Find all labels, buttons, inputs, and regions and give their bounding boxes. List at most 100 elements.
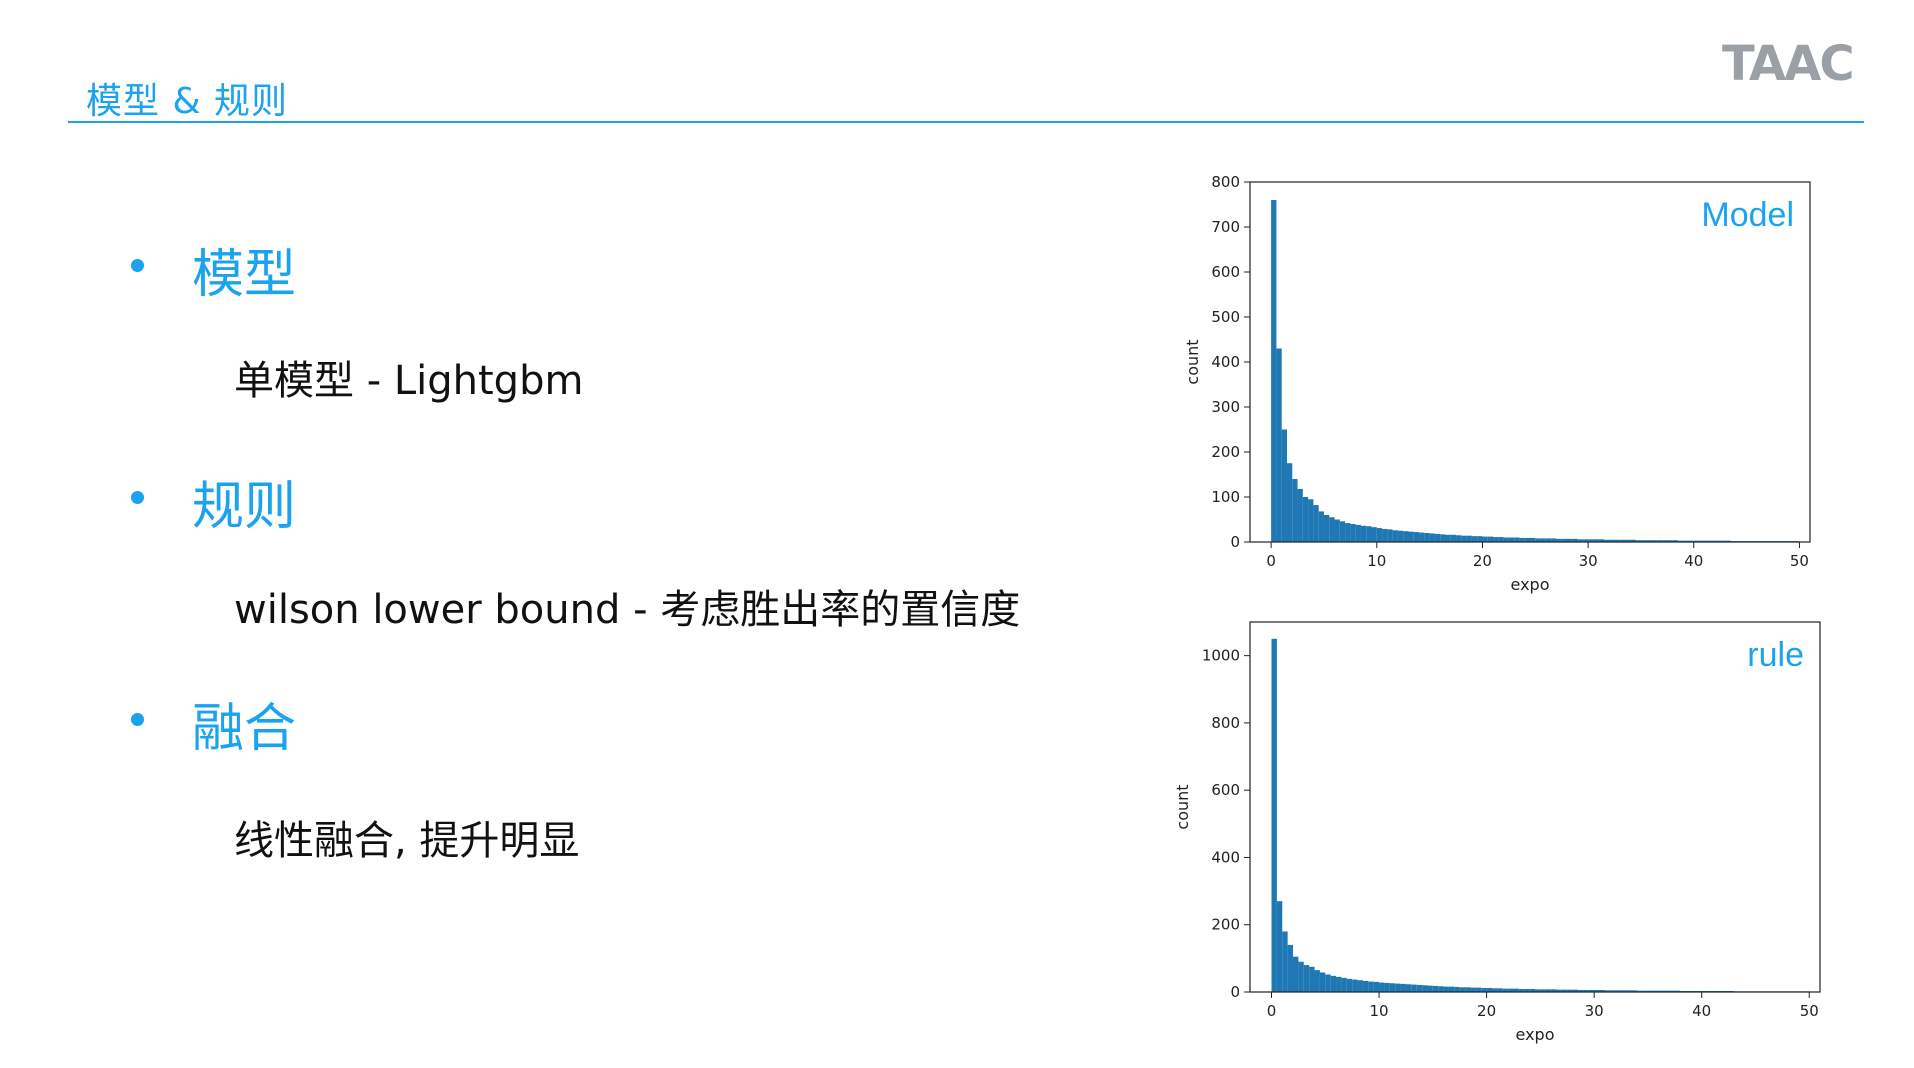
- y-tick-label: 500: [1211, 308, 1240, 326]
- histogram-bar: [1345, 523, 1351, 542]
- histogram-bar: [1429, 533, 1435, 542]
- histogram-bar: [1615, 990, 1622, 992]
- histogram-bar: [1302, 497, 1309, 542]
- histogram-bar: [1413, 532, 1420, 542]
- histogram-bar: [1598, 539, 1604, 542]
- histogram-bar: [1450, 534, 1457, 542]
- histogram-bar: [1545, 538, 1552, 542]
- histogram-bar: [1271, 638, 1277, 992]
- histogram-bar: [1646, 540, 1652, 542]
- histogram-bar: [1577, 539, 1583, 542]
- y-tick-label: 800: [1211, 173, 1240, 191]
- histogram-rule: 0 200 400 600 800 1000 0 10 20 30 40 50 expo count rul…: [1170, 610, 1830, 1044]
- histogram-bar: [1341, 977, 1347, 992]
- histogram-bar: [1493, 537, 1499, 542]
- histogram-bar: [1604, 990, 1611, 992]
- histogram-bar: [1470, 987, 1476, 992]
- histogram-bar: [1371, 527, 1377, 542]
- histogram-bar: [1334, 519, 1340, 542]
- histogram-bar: [1683, 540, 1689, 542]
- histogram-bar: [1524, 537, 1530, 542]
- bullet-dot-model: [131, 259, 144, 272]
- y-axis-label: count: [1173, 784, 1192, 829]
- histogram-bar: [1405, 984, 1412, 992]
- histogram-bar: [1281, 429, 1287, 542]
- histogram-bar: [1642, 990, 1648, 992]
- histogram-bar: [1503, 537, 1509, 542]
- histogram-bar: [1466, 535, 1472, 542]
- histogram-bar: [1448, 986, 1455, 992]
- histogram-bar: [1424, 533, 1430, 542]
- histogram-bar: [1368, 981, 1374, 992]
- histogram-bar: [1688, 540, 1694, 542]
- histogram-bar: [1662, 540, 1668, 542]
- histogram-bar: [1572, 538, 1578, 542]
- histogram-bar: [1653, 990, 1659, 992]
- histogram-bar: [1325, 974, 1331, 992]
- histogram-bar: [1593, 539, 1599, 542]
- chart-tag: Model: [1701, 196, 1794, 234]
- histogram-bar: [1498, 537, 1504, 542]
- histogram-bar: [1319, 972, 1326, 992]
- histogram-bar: [1508, 988, 1514, 992]
- histogram-bar: [1674, 990, 1681, 992]
- y-axis-label: count: [1183, 339, 1202, 384]
- histogram-bar: [1481, 987, 1487, 992]
- histogram-bar: [1355, 524, 1361, 542]
- histogram-bar: [1330, 975, 1337, 992]
- histogram-bar: [1535, 989, 1541, 992]
- histogram-bar: [1630, 539, 1636, 542]
- histogram-bar: [1540, 989, 1546, 992]
- histogram-bar: [1336, 976, 1342, 992]
- histogram-bar: [1513, 988, 1519, 992]
- histogram-bar: [1400, 983, 1406, 992]
- histogram-bar: [1276, 348, 1282, 542]
- histogram-bar: [1487, 536, 1494, 542]
- histogram-bar: [1303, 965, 1310, 992]
- y-tick-label: 600: [1211, 781, 1240, 799]
- histogram-bar: [1664, 990, 1670, 992]
- histogram-bar: [1350, 524, 1356, 542]
- histogram-bar: [1519, 537, 1525, 542]
- histogram-bar: [1389, 983, 1396, 992]
- histogram-model-svg: 0 100 200 300 400 500 600 700 800 0 10 20 30 40 50 expo…: [1183, 173, 1811, 594]
- bullet-detail-rule: wilson lower bound - 考虑胜出率的置信度: [234, 587, 1021, 633]
- histogram-bar: [1408, 531, 1414, 542]
- x-tick-label: 50: [1790, 552, 1809, 570]
- histogram-bar: [1416, 984, 1423, 992]
- histogram-bar: [1411, 984, 1417, 992]
- histogram-bar: [1465, 987, 1471, 992]
- x-tick-label: 0: [1267, 1002, 1277, 1020]
- histogram-bar: [1693, 540, 1700, 542]
- histogram-bar: [1647, 990, 1654, 992]
- histogram-bar: [1566, 538, 1573, 542]
- histogram-bar: [1352, 979, 1358, 992]
- plot-frame: [1249, 181, 1811, 543]
- chart-tag: rule: [1747, 636, 1804, 674]
- histogram-bar: [1497, 988, 1503, 992]
- histogram-rule-svg: 0 200 400 600 800 1000 0 10 20 30 40 50 expo count rul…: [1173, 621, 1821, 1044]
- histogram-bar: [1482, 536, 1488, 542]
- y-tick-label: 0: [1230, 533, 1240, 551]
- histogram-bar: [1314, 970, 1320, 992]
- header-divider: [68, 121, 1864, 123]
- histogram-bar: [1366, 526, 1372, 542]
- y-tick-label: 400: [1211, 353, 1240, 371]
- brand-logo: TAAC: [1722, 36, 1855, 92]
- histogram-bar: [1614, 539, 1620, 542]
- bars: [1271, 638, 1810, 992]
- x-tick-label: 40: [1692, 1002, 1711, 1020]
- histogram-bar: [1434, 533, 1441, 542]
- histogram-bar: [1594, 989, 1600, 992]
- histogram-bar: [1286, 463, 1293, 542]
- bars: [1271, 200, 1800, 542]
- bullet-title-rule: 规则: [192, 477, 297, 537]
- histogram-bar: [1699, 540, 1705, 542]
- histogram-bar: [1556, 538, 1562, 542]
- histogram-bar: [1271, 200, 1277, 542]
- histogram-bar: [1637, 990, 1643, 992]
- histogram-bar: [1626, 990, 1632, 992]
- histogram-bar: [1282, 931, 1288, 992]
- x-tick-label: 20: [1473, 552, 1492, 570]
